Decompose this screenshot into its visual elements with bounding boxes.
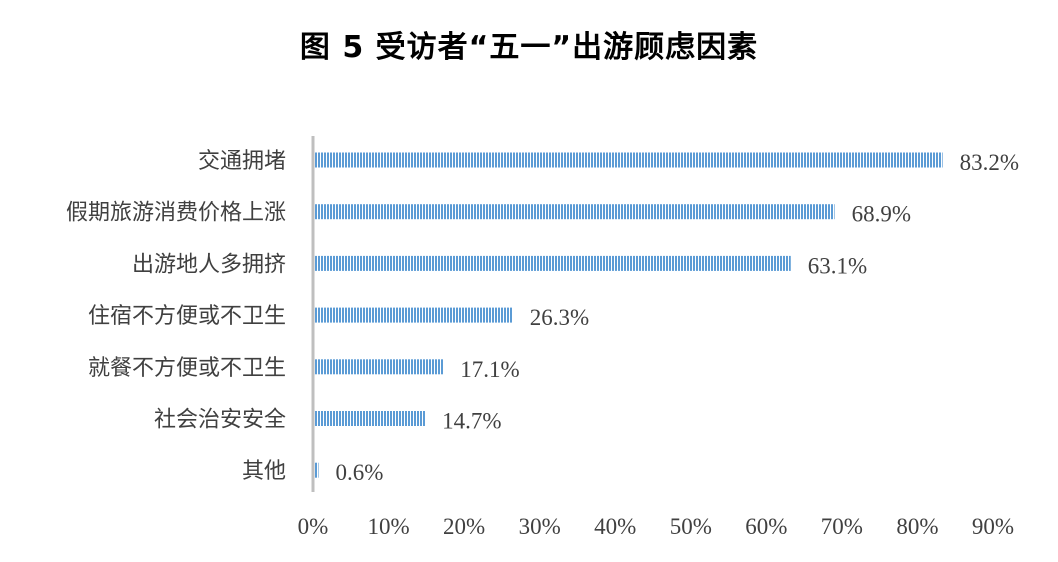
category-label: 交通拥堵: [198, 149, 286, 174]
x-tick-label: 20%: [443, 514, 485, 539]
x-tick-label: 10%: [367, 514, 409, 539]
value-label: 63.1%: [808, 253, 867, 278]
x-tick-label: 70%: [821, 514, 863, 539]
bar-item-1: [314, 152, 943, 168]
value-label: 68.9%: [852, 202, 911, 227]
bar-item-2: [314, 204, 835, 220]
bar-item-7: [314, 462, 319, 478]
bar-item-3: [314, 255, 791, 271]
category-label: 住宿不方便或不卫生: [88, 304, 286, 329]
x-tick-label: 0%: [298, 514, 329, 539]
bar-item-6: [314, 411, 426, 426]
category-label: 出游地人多拥挤: [132, 252, 286, 277]
x-tick-label: 60%: [745, 514, 787, 539]
x-tick-label: 40%: [594, 514, 636, 539]
bar-item-4: [314, 307, 513, 323]
category-label: 假期旅游消费价格上涨: [66, 201, 286, 226]
category-label: 社会治安安全: [154, 408, 286, 433]
value-label: 26.3%: [530, 305, 589, 330]
x-tick-label: 90%: [972, 514, 1014, 539]
bar-item-5: [314, 359, 444, 375]
value-label: 83.2%: [960, 150, 1019, 175]
category-label: 其他: [242, 459, 286, 484]
value-label: 14.7%: [442, 409, 501, 434]
x-tick-label: 80%: [896, 514, 938, 539]
value-label: 17.1%: [460, 357, 519, 382]
value-label: 0.6%: [336, 460, 384, 485]
x-tick-label: 50%: [670, 514, 712, 539]
x-tick-label: 30%: [519, 514, 561, 539]
chart-title: 图 5 受访者“五一”出游顾虑因素: [299, 30, 759, 65]
category-label: 就餐不方便或不卫生: [88, 356, 286, 381]
